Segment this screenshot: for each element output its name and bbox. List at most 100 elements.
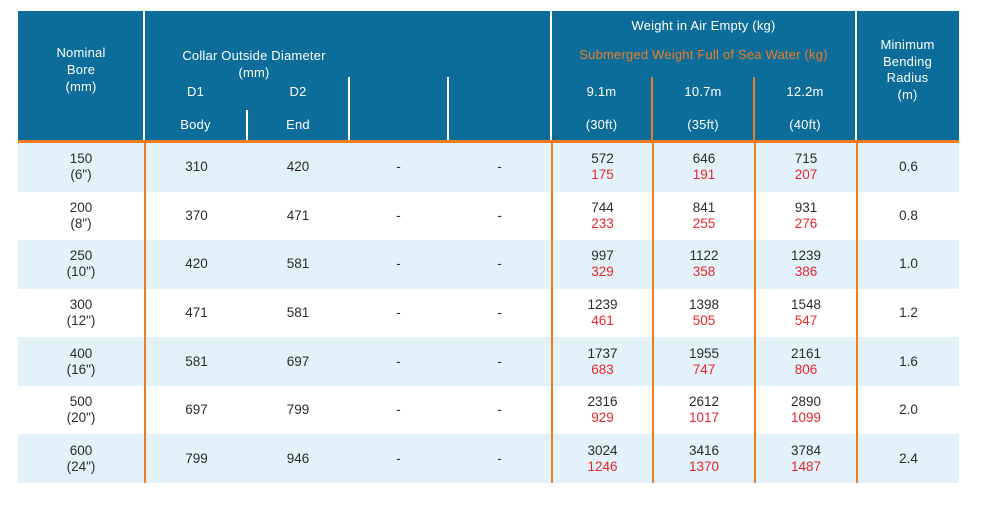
cell-weight-9-1m: 1239 461 <box>551 288 652 338</box>
cell-d2-end: 581 <box>286 305 310 321</box>
cell-weight-9-1m: 1737 683 <box>551 337 652 386</box>
col-group-submerged-weight: Submerged Weight Full of Sea Water (kg) <box>579 47 828 62</box>
cell-d1-body: 420 <box>144 240 247 289</box>
table-row: 150 (6") 310 420 - - 572 175 646 191 715 207… <box>18 143 959 192</box>
bore-mm: 400 <box>69 345 93 361</box>
cell-nominal-bore: 200 (8") <box>18 192 144 241</box>
pipe-spec-table: Nominal Bore (mm) Collar Outside Diamete… <box>18 11 959 484</box>
submerged-weight: 207 <box>794 167 818 183</box>
col-header-d1-body: Body <box>180 117 211 132</box>
col-header-length-40ft: (40ft) <box>789 117 821 132</box>
cell-d2-end: 581 <box>286 256 310 272</box>
cell-d1-body: 370 <box>144 191 247 241</box>
table-row: 200 (8") 370 471 - - 744 233 841 255 931 276… <box>18 191 959 241</box>
bore-mm: 250 <box>69 248 93 264</box>
col-header-d2: D2 <box>289 84 307 99</box>
submerged-weight: 386 <box>794 264 818 280</box>
cell-d1-body: 799 <box>144 434 247 484</box>
col-header-length-12-2m: 12.2m <box>786 84 824 99</box>
cell-weight-9-1m: 744 233 <box>551 191 652 241</box>
bore-mm: 500 <box>69 394 93 410</box>
cell-nominal-bore: 250 (10") <box>18 240 144 289</box>
header-divider <box>447 77 449 140</box>
cell-nominal-bore: 500 (20") <box>18 386 144 435</box>
cell-empty: - <box>497 159 502 175</box>
cell-d1-body: 697 <box>144 385 247 435</box>
cell-empty: - <box>497 353 502 369</box>
table-row: 300 (12") 471 581 - - 1239 461 1398 505 154… <box>18 288 959 338</box>
cell-weight-12-2m: 3784 1487 <box>754 434 856 484</box>
submerged-weight: 1017 <box>688 410 720 426</box>
bore-mm: 300 <box>69 297 93 313</box>
cell-min-bend-radius: 1.0 <box>856 240 959 289</box>
cell-weight-10-7m: 1398 505 <box>652 288 754 338</box>
cell-empty: - <box>396 402 401 418</box>
cell-empty: - <box>396 305 401 321</box>
cell-d2-end: 946 <box>286 450 310 466</box>
col-header-length-10-7m: 10.7m <box>684 84 722 99</box>
header-divider <box>246 110 248 140</box>
air-weight: 3024 <box>587 442 618 458</box>
cell-min-bend-radius: 0.8 <box>856 191 959 241</box>
cell-empty: - <box>497 256 502 272</box>
header-divider <box>651 77 653 140</box>
submerged-weight: 547 <box>794 313 818 329</box>
submerged-weight: 358 <box>692 264 716 280</box>
air-weight: 1122 <box>689 248 719 264</box>
bore-inch: (16") <box>66 361 96 377</box>
cell-min-bend-radius: 2.4 <box>856 434 959 484</box>
col-header-length-9-1m: 9.1m <box>586 84 617 99</box>
submerged-weight: 806 <box>794 361 818 377</box>
air-weight: 3784 <box>790 442 822 458</box>
air-weight: 1398 <box>688 297 720 313</box>
table-row: 250 (10") 420 581 - - 997 329 1122 358 1239… <box>18 240 959 289</box>
cell-weight-10-7m: 1122 358 <box>652 240 754 289</box>
table-body: 150 (6") 310 420 - - 572 175 646 191 715 207… <box>18 143 959 484</box>
submerged-weight: 1099 <box>790 410 822 426</box>
col-header-d1: D1 <box>186 84 205 99</box>
cell-empty: - <box>396 207 401 223</box>
cell-min-bend-radius: 0.6 <box>856 143 959 192</box>
col-group-weight-in-air: Weight in Air Empty (kg) <box>631 18 776 33</box>
cell-min-bend-radius: 1.6 <box>856 337 959 386</box>
air-weight: 1548 <box>790 297 822 313</box>
bore-inch: (10") <box>66 264 96 280</box>
air-weight: 646 <box>692 151 716 167</box>
header-divider <box>753 77 755 140</box>
air-weight: 2890 <box>790 394 822 410</box>
cell-weight-10-7m: 646 191 <box>652 143 754 192</box>
cell-d1-body: 471 <box>144 288 247 338</box>
cell-empty: - <box>497 305 502 321</box>
cell-weight-12-2m: 1239 386 <box>754 240 856 289</box>
submerged-weight: 683 <box>591 361 614 377</box>
air-weight: 1239 <box>587 297 618 313</box>
cell-weight-12-2m: 2890 1099 <box>754 385 856 435</box>
air-weight: 744 <box>591 199 614 215</box>
col-header-length-30ft: (30ft) <box>585 117 618 132</box>
air-weight: 2612 <box>688 394 720 410</box>
cell-nominal-bore: 600 (24") <box>18 434 144 483</box>
air-weight: 997 <box>591 248 614 264</box>
bore-mm: 200 <box>69 199 93 215</box>
cell-weight-12-2m: 2161 806 <box>754 337 856 386</box>
air-weight: 931 <box>794 199 818 215</box>
submerged-weight: 276 <box>794 215 818 231</box>
cell-d2-end: 799 <box>286 402 310 418</box>
submerged-weight: 233 <box>591 215 614 231</box>
air-weight: 3416 <box>688 442 720 458</box>
cell-nominal-bore: 150 (6") <box>18 143 144 192</box>
cell-d2-end: 471 <box>286 207 310 223</box>
col-header-minimum-bending-radius: Minimum Bending Radius (m) <box>880 37 935 102</box>
cell-weight-10-7m: 841 255 <box>652 191 754 241</box>
bore-mm: 150 <box>69 151 93 167</box>
cell-empty: - <box>497 207 502 223</box>
bore-inch: (20") <box>66 410 96 426</box>
cell-empty: - <box>396 353 401 369</box>
cell-weight-10-7m: 1955 747 <box>652 337 754 386</box>
cell-weight-9-1m: 572 175 <box>551 143 652 192</box>
cell-d1-body: 310 <box>144 143 247 192</box>
header-divider <box>143 11 145 140</box>
submerged-weight: 461 <box>591 313 614 329</box>
header-divider <box>348 77 350 140</box>
